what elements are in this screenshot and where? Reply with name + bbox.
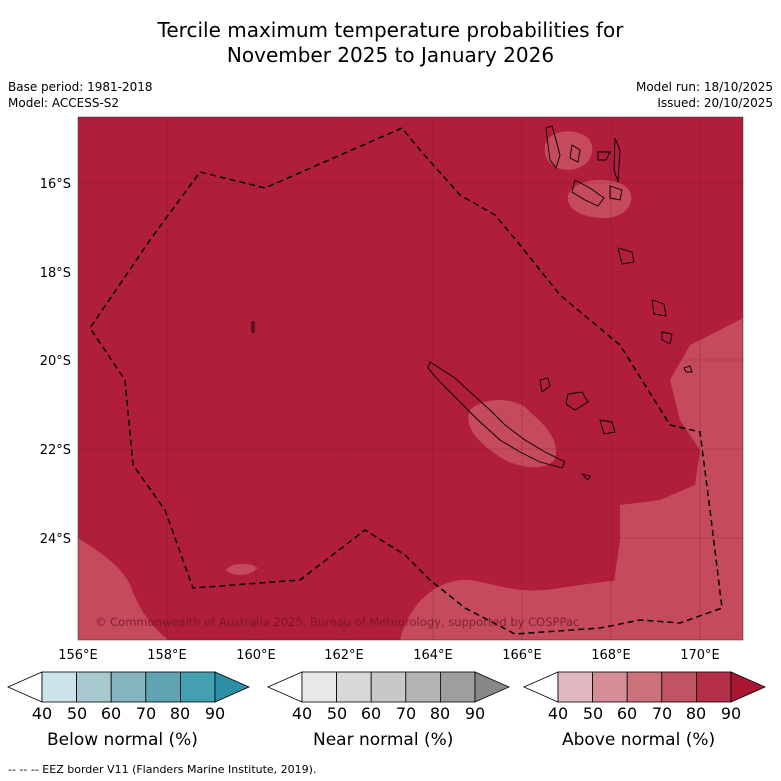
probability-patches-above-70 [78,131,743,640]
colorbar-above [523,671,766,703]
tick: 90 [204,704,226,723]
colorbar-near-label: Near normal (%) [313,730,454,750]
vanuatu-island-1 [545,125,561,169]
patch-southwest [78,538,168,640]
tick: 40 [547,704,569,723]
vanuatu-island-9 [661,331,673,345]
chart-title: Tercile maximum temperature probabilitie… [0,18,781,68]
tick: 80 [685,704,707,723]
colorbar-extension-low [523,671,559,703]
patch-southeast [639,593,743,640]
colorbar-below [7,671,250,703]
colorbar-extension-high [474,671,510,703]
vanuatu-island-4 [613,137,621,183]
colorbar-bin [626,671,663,703]
colorbar-bin [405,671,441,703]
graticule [78,117,743,640]
colorbar-bin [145,671,181,703]
model-run: Model run: 18/10/2025 [635,80,773,94]
patch-small [226,563,258,576]
tick: 70 [395,704,417,723]
colorbar-bin [661,671,697,703]
tick: 90 [720,704,742,723]
colorbar-below-label: Below normal (%) [47,730,198,750]
lon-label: 162°E [324,648,364,663]
new-caledonia-island [427,361,566,469]
lat-label: 18°S [40,266,71,281]
colorbar-extension-low [267,671,303,703]
loyalty-island-1 [539,377,551,393]
tick: 50 [582,704,604,723]
meta-left: Base period: 1981-2018 Model: ACCESS-S2 [8,79,153,111]
lon-label: 170°E [680,648,720,663]
lon-labels: 156°E 158°E 160°E 162°E 164°E 166°E 168°… [58,648,720,663]
vanuatu-island-5 [571,179,605,207]
loyalty-island-2 [565,391,589,411]
loyalty-island-3 [599,419,616,435]
colorbar-bin [557,671,593,703]
island-east [683,365,693,373]
lon-label: 164°E [413,648,453,663]
lat-label: 24°S [40,532,71,547]
colorbar-bin [76,671,112,703]
vanuatu-island-6 [609,185,623,201]
land-outlines [251,125,693,481]
lat-labels: 16°S 18°S 20°S 22°S 24°S [40,177,71,547]
colorbar-extension-high [730,671,766,703]
patch-newcal [468,400,556,468]
copyright-notice: © Commonwealth of Australia 2025, Bureau… [95,615,579,629]
patch-vanuatu [567,179,632,219]
island-west [251,321,255,333]
colorbar-bin [301,671,337,703]
lon-label: 160°E [236,648,276,663]
colorbar-extension-low [7,671,43,703]
tick: 60 [360,704,382,723]
tick: 80 [429,704,451,723]
tick: 50 [66,704,88,723]
lat-label: 20°S [40,354,71,369]
tick: 40 [31,704,53,723]
vanuatu-island-3 [597,151,611,161]
lon-label: 166°E [502,648,542,663]
title-line-1: Tercile maximum temperature probabilitie… [157,18,624,42]
colorbar-extension-high [214,671,250,703]
map-panel: © Commonwealth of Australia 2025, Bureau… [78,117,743,640]
tick: 40 [291,704,313,723]
tick: 50 [326,704,348,723]
colorbar-near [267,671,510,703]
lon-label: 168°E [591,648,631,663]
model-name: Model: ACCESS-S2 [8,96,120,110]
meta-right: Model run: 18/10/2025 Issued: 20/10/2025 [636,79,773,111]
patch-east [600,318,743,640]
colorbar-bin [370,671,407,703]
colorbar-bin [41,671,77,703]
lon-label: 156°E [58,648,98,663]
colorbar-bin [439,671,476,703]
vanuatu-island-2 [569,144,581,163]
colorbar-bin [592,671,628,703]
tick: 90 [464,704,486,723]
lat-label: 16°S [40,177,71,192]
tick: 80 [169,704,191,723]
vanuatu-island-8 [651,299,667,317]
vanuatu-island-7 [617,247,635,265]
tick: 60 [100,704,122,723]
colorbar-bin [179,671,216,703]
lon-label: 158°E [147,648,187,663]
colorbar-bin [110,671,147,703]
tick: 70 [135,704,157,723]
eez-legend: -- -- -- EEZ border V11 (Flanders Marine… [8,763,317,776]
issued-date: Issued: 20/10/2025 [657,96,773,110]
colorbar-bin [336,671,372,703]
tick: 70 [651,704,673,723]
title-line-2: November 2025 to January 2026 [226,43,555,67]
base-period: Base period: 1981-2018 [8,80,153,94]
colorbar-above-label: Above normal (%) [562,730,716,750]
island-south-1 [580,473,591,481]
tick: 60 [616,704,638,723]
lat-label: 22°S [40,443,71,458]
colorbar-bin [696,671,732,703]
